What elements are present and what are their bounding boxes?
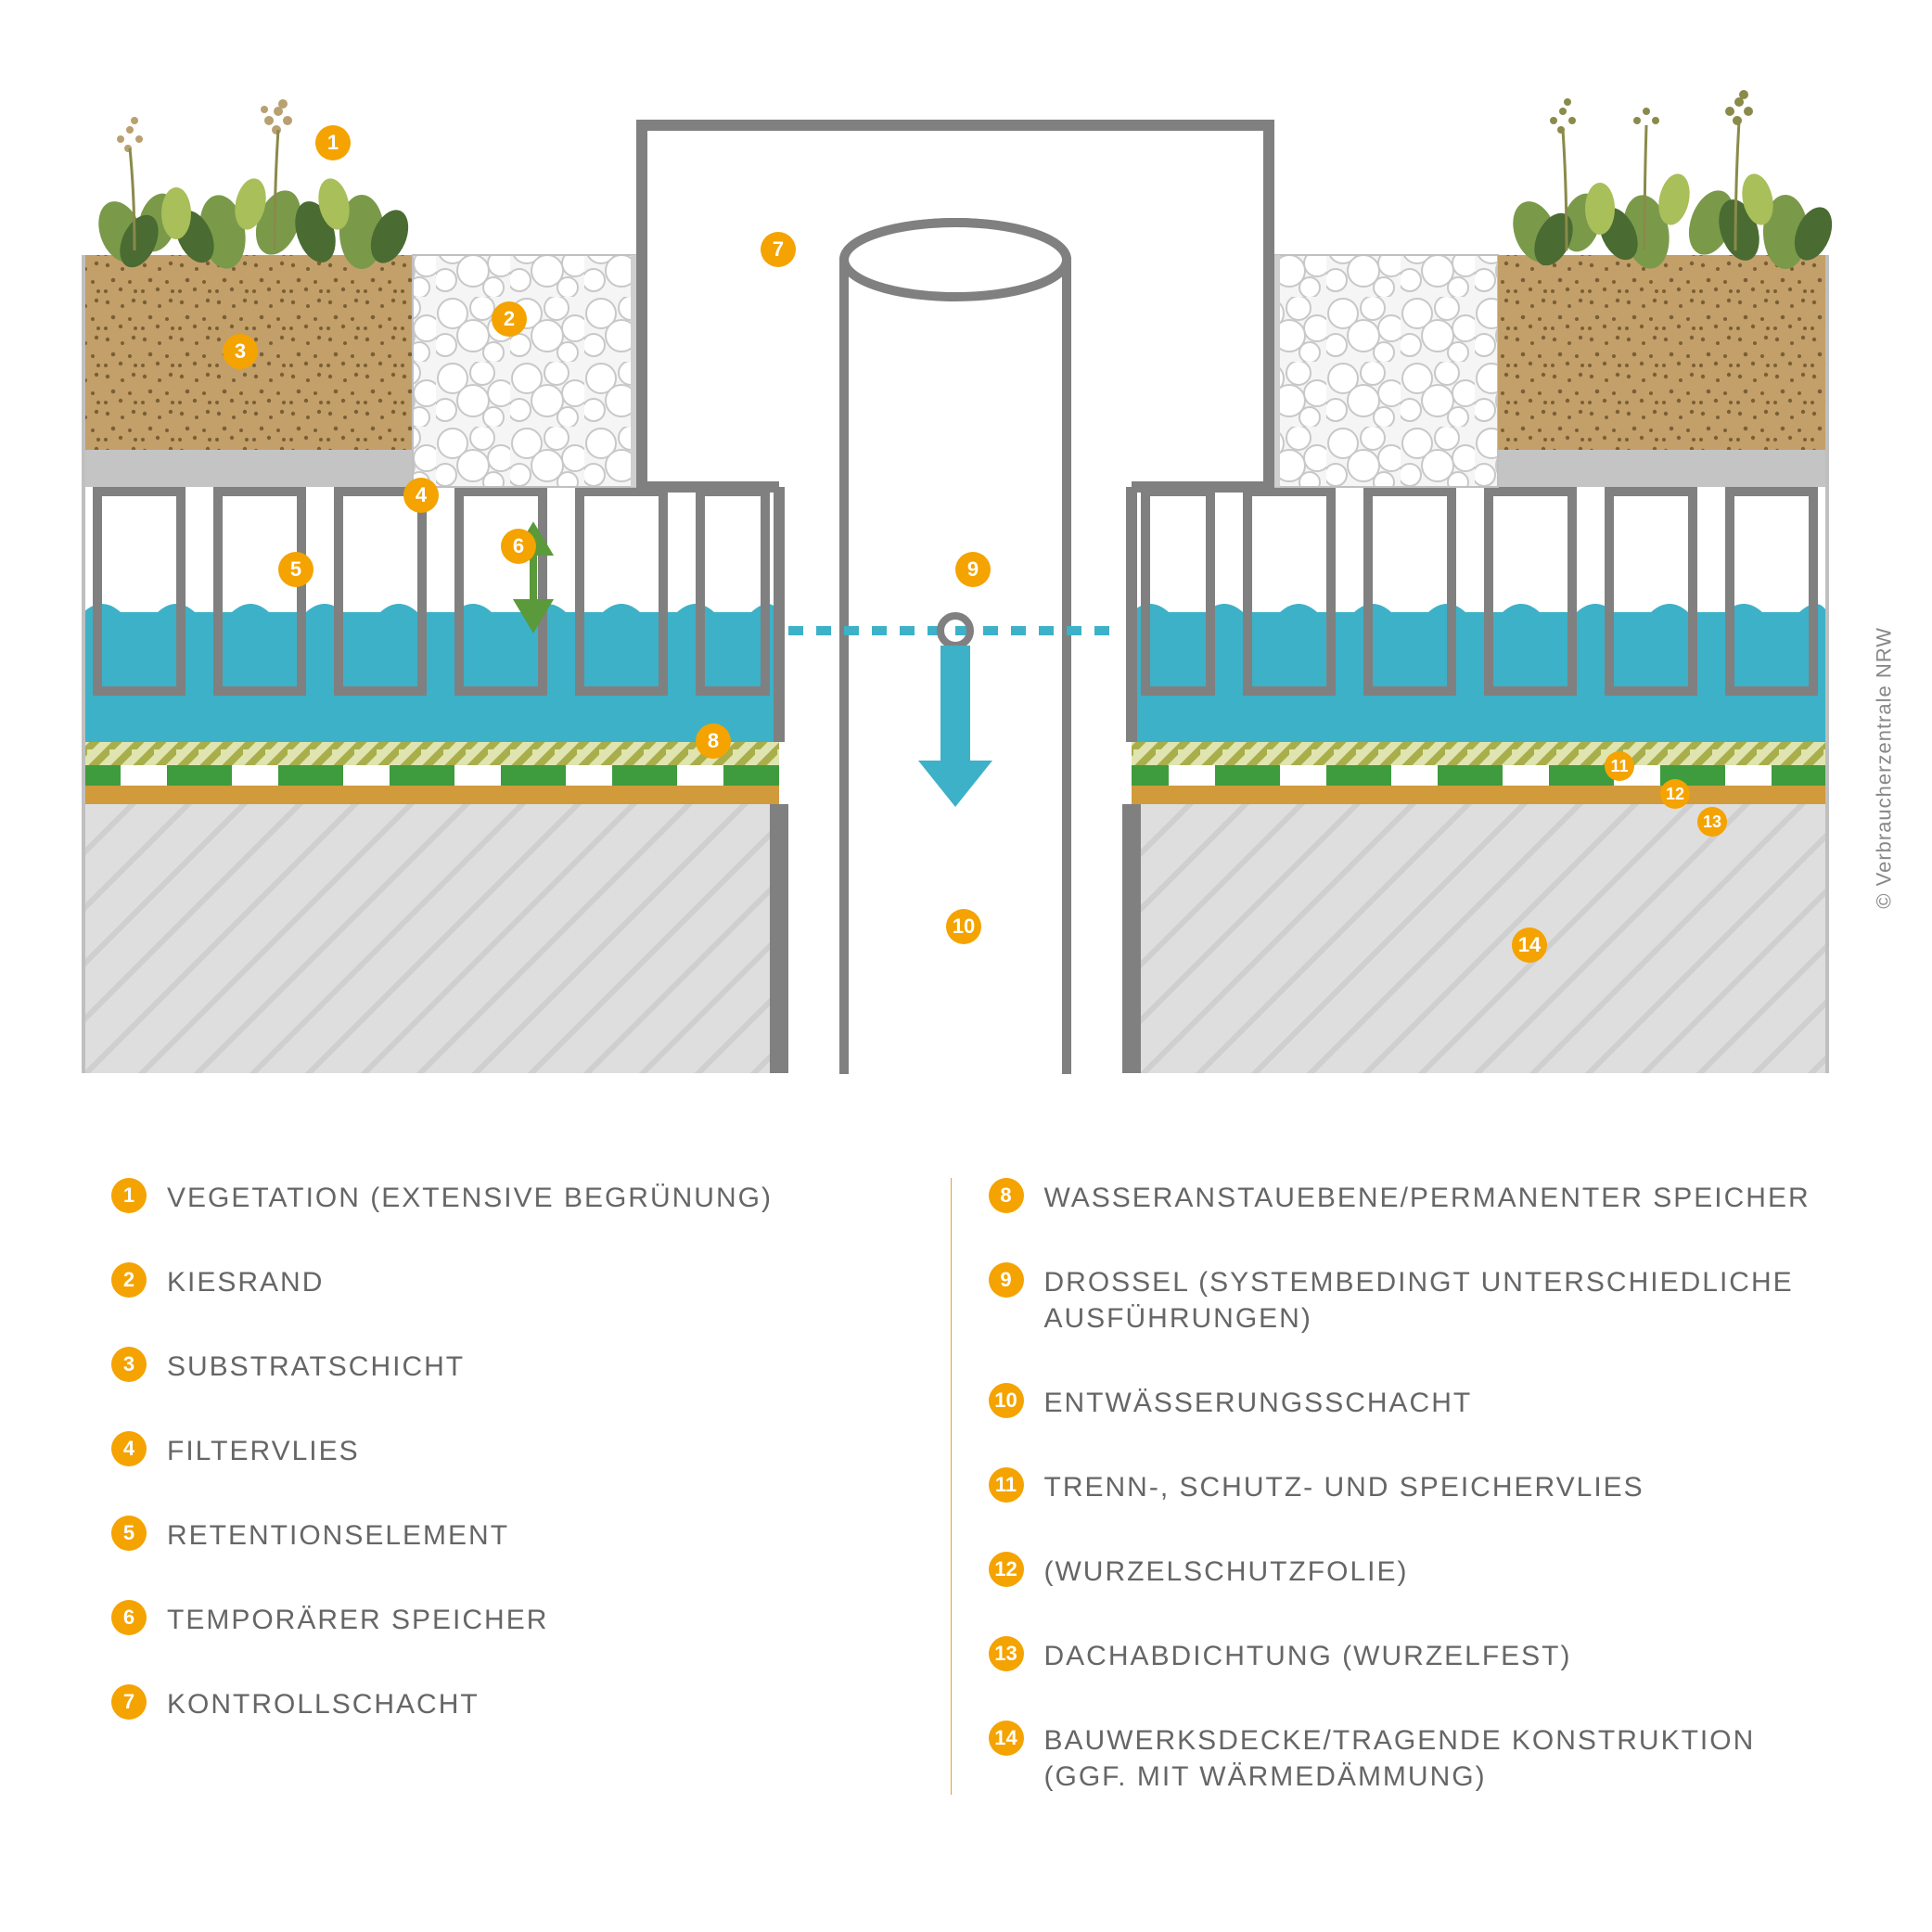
legend-marker-13: 13 — [989, 1636, 1024, 1671]
legend-marker-12: 12 — [989, 1552, 1024, 1587]
legend-item-7: 7 KONTROLLSCHACHT — [111, 1684, 951, 1722]
legend-marker-2: 2 — [111, 1262, 147, 1298]
diagram-marker-1: 1 — [315, 125, 351, 160]
legend-item-6: 6 TEMPORÄRER SPEICHER — [111, 1600, 951, 1638]
diagram-marker-4: 4 — [403, 478, 439, 513]
diagram-svg — [65, 37, 1846, 1132]
legend-marker-6: 6 — [111, 1600, 147, 1635]
legend-item-4: 4 FILTERVLIES — [111, 1431, 951, 1469]
legend-text-14: BAUWERKSDECKE/TRAGENDE KONSTRUKTION (GGF… — [1044, 1721, 1828, 1795]
vegetation-right — [1505, 90, 1839, 273]
legend-item-11: 11 TRENN-, SCHUTZ- UND SPEICHERVLIES — [989, 1467, 1828, 1505]
legend-item-13: 13 DACHABDICHTUNG (WURZELFEST) — [989, 1636, 1828, 1674]
legend-text-8: WASSERANSTAUEBENE/PERMANENTER SPEICHER — [1044, 1178, 1810, 1216]
legend-text-12: (WURZELSCHUTZFOLIE) — [1044, 1552, 1409, 1590]
legend-text-2: KIESRAND — [167, 1262, 324, 1300]
legend-text-9: DROSSEL (SYSTEMBEDINGT UNTERSCHIEDLICHE … — [1044, 1262, 1828, 1337]
diagram-marker-14: 14 — [1512, 928, 1547, 963]
legend-marker-3: 3 — [111, 1347, 147, 1382]
diagram-marker-12: 12 — [1660, 779, 1690, 809]
legend-item-10: 10 ENTWÄSSERUNGSSCHACHT — [989, 1383, 1828, 1421]
legend-item-5: 5 RETENTIONSELEMENT — [111, 1516, 951, 1554]
legend-col-right: 8 WASSERANSTAUEBENE/PERMANENTER SPEICHER 9… — [989, 1178, 1828, 1795]
legend-marker-7: 7 — [111, 1684, 147, 1720]
diagram-marker-3: 3 — [223, 334, 258, 369]
vegetation-left — [91, 99, 416, 274]
legend-text-1: VEGETATION (EXTENSIVE BEGRÜNUNG) — [167, 1178, 773, 1216]
legend-text-3: SUBSTRATSCHICHT — [167, 1347, 465, 1385]
copyright-note: © Verbraucherzentrale NRW — [1873, 627, 1897, 909]
legend-item-3: 3 SUBSTRATSCHICHT — [111, 1347, 951, 1385]
legend-text-6: TEMPORÄRER SPEICHER — [167, 1600, 548, 1638]
legend-text-10: ENTWÄSSERUNGSSCHACHT — [1044, 1383, 1473, 1421]
legend-marker-10: 10 — [989, 1383, 1024, 1418]
diagram-marker-13: 13 — [1697, 807, 1727, 837]
legend-item-2: 2 KIESRAND — [111, 1262, 951, 1300]
diagram-marker-6: 6 — [501, 529, 536, 564]
legend-text-7: KONTROLLSCHACHT — [167, 1684, 480, 1722]
legend-marker-9: 9 — [989, 1262, 1024, 1298]
legend-item-9: 9 DROSSEL (SYSTEMBEDINGT UNTERSCHIEDLICHE… — [989, 1262, 1828, 1337]
legend-item-14: 14 BAUWERKSDECKE/TRAGENDE KONSTRUKTION (G… — [989, 1721, 1828, 1795]
diagram-marker-11: 11 — [1605, 751, 1634, 781]
legend-text-5: RETENTIONSELEMENT — [167, 1516, 509, 1554]
legend: 1 VEGETATION (EXTENSIVE BEGRÜNUNG) 2 KIESRA… — [111, 1178, 1827, 1795]
legend-col-left: 1 VEGETATION (EXTENSIVE BEGRÜNUNG) 2 KIESRA… — [111, 1178, 951, 1795]
diagram-marker-8: 8 — [696, 723, 731, 759]
legend-item-8: 8 WASSERANSTAUEBENE/PERMANENTER SPEICHER — [989, 1178, 1828, 1216]
legend-marker-8: 8 — [989, 1178, 1024, 1213]
legend-marker-4: 4 — [111, 1431, 147, 1466]
legend-text-13: DACHABDICHTUNG (WURZELFEST) — [1044, 1636, 1572, 1674]
diagram-marker-10: 10 — [946, 909, 981, 944]
legend-marker-1: 1 — [111, 1178, 147, 1213]
diagram-marker-5: 5 — [278, 552, 313, 587]
diagram-canvas: 1234567891011121314 — [65, 37, 1846, 1132]
legend-marker-11: 11 — [989, 1467, 1024, 1503]
legend-text-11: TRENN-, SCHUTZ- UND SPEICHERVLIES — [1044, 1467, 1644, 1505]
legend-divider — [951, 1178, 952, 1795]
diagram-marker-7: 7 — [761, 232, 796, 267]
legend-marker-5: 5 — [111, 1516, 147, 1551]
legend-marker-14: 14 — [989, 1721, 1024, 1756]
diagram-marker-2: 2 — [492, 301, 527, 337]
legend-item-1: 1 VEGETATION (EXTENSIVE BEGRÜNUNG) — [111, 1178, 951, 1216]
legend-text-4: FILTERVLIES — [167, 1431, 360, 1469]
legend-item-12: 12 (WURZELSCHUTZFOLIE) — [989, 1552, 1828, 1590]
diagram-marker-9: 9 — [955, 552, 991, 587]
